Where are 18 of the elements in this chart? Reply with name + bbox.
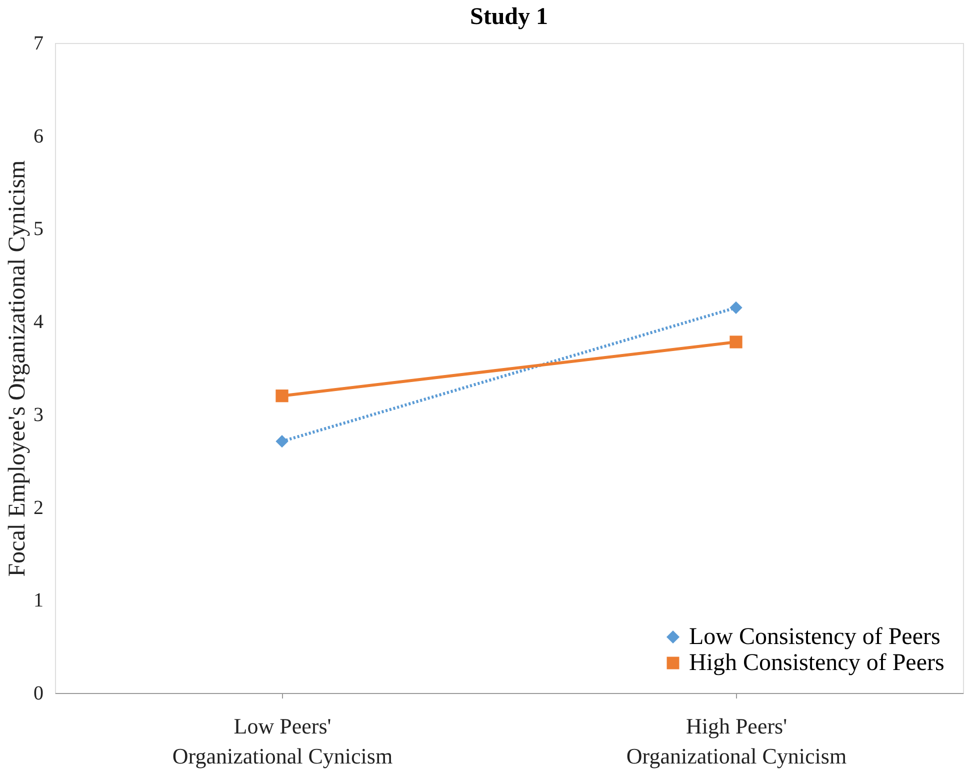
y-tick-label: 7	[34, 32, 44, 54]
point	[276, 390, 288, 402]
y-tick-label: 3	[34, 404, 44, 426]
y-tick-label: 0	[34, 682, 44, 704]
x-tick-label: High Peers' Organizational Cynicism	[626, 714, 847, 768]
y-tick-label: 1	[34, 590, 44, 612]
point	[730, 301, 742, 314]
y-tick-label: 4	[34, 311, 44, 334]
y-tick-label: 5	[34, 218, 44, 240]
legend-label: Low Consistency of Peers	[689, 624, 940, 650]
y-tick-label: 6	[34, 125, 44, 148]
y-axis-title: Focal Employee's Organizational Cynicism	[4, 160, 30, 577]
chart-title: Study 1	[470, 4, 548, 30]
point	[730, 336, 742, 348]
legend-label: High Consistency of Peers	[689, 650, 944, 676]
y-tick-label: 2	[34, 496, 44, 519]
x-tick-label: Low Peers' Organizational Cynicism	[172, 714, 393, 768]
point	[276, 435, 288, 448]
